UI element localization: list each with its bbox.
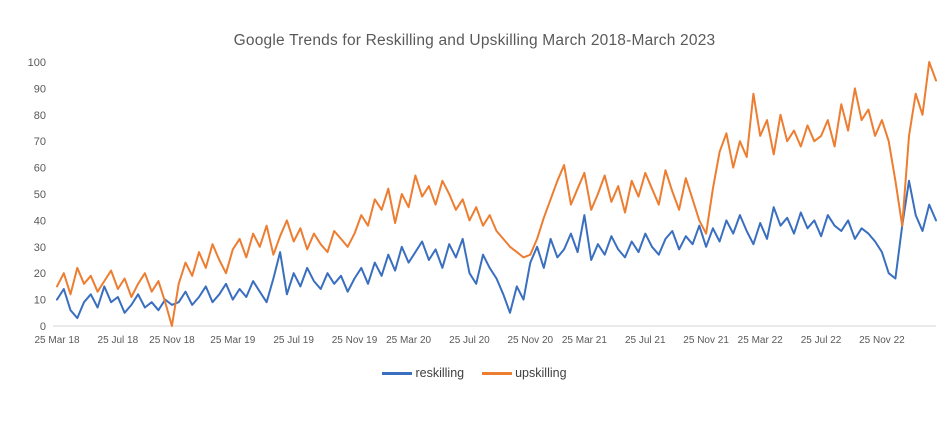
y-tick-label: 100 [28, 57, 46, 69]
legend-item-reskilling: reskilling [382, 366, 464, 380]
plot-area: 0 10 20 30 40 50 60 70 80 90 100 25 Mar 18 25 Jul 18… [28, 57, 937, 346]
x-tick-label: 25 Jul 22 [801, 335, 842, 346]
x-tick-label: 25 Jul 20 [449, 335, 490, 346]
y-tick-label: 50 [34, 189, 46, 201]
legend-swatch-upskilling [482, 371, 513, 375]
chart-title: Google Trends for Reskilling and Upskill… [233, 32, 716, 49]
x-tick-label: 25 Mar 18 [34, 335, 79, 346]
x-tick-label: 25 Nov 22 [859, 335, 905, 346]
y-tick-label: 80 [34, 110, 46, 122]
x-tick-label: 25 Mar 20 [386, 335, 431, 346]
x-tick-label: 25 Mar 21 [562, 335, 607, 346]
legend-label-reskilling: reskilling [415, 366, 465, 380]
x-tick-label: 25 Jul 21 [625, 335, 666, 346]
legend-label-upskilling: upskilling [515, 366, 567, 380]
y-tick-label: 0 [40, 321, 46, 333]
x-tick-label: 25 Jul 19 [273, 335, 314, 346]
x-tick-label: 25 Jul 18 [98, 335, 139, 346]
y-tick-label: 90 [34, 83, 46, 95]
legend: reskilling upskilling [0, 366, 949, 380]
y-tick-label: 10 [34, 295, 46, 307]
y-tick-label: 40 [34, 215, 46, 227]
x-tick-label: 25 Nov 18 [149, 335, 195, 346]
x-tick-label: 25 Nov 21 [683, 335, 729, 346]
series-line-upskilling [56, 61, 937, 327]
series-line-reskilling [56, 179, 937, 320]
y-tick-label: 70 [34, 136, 46, 148]
y-tick-label: 60 [34, 163, 46, 175]
x-tick-label: 25 Mar 22 [738, 335, 783, 346]
legend-swatch-reskilling [382, 371, 413, 375]
x-tick-label: 25 Nov 19 [332, 335, 378, 346]
y-tick-label: 20 [34, 268, 46, 280]
y-tick-label: 30 [34, 242, 46, 254]
legend-item-upskilling: upskilling [482, 366, 567, 380]
x-tick-label: 25 Mar 19 [210, 335, 255, 346]
x-tick-label: 25 Nov 20 [508, 335, 554, 346]
